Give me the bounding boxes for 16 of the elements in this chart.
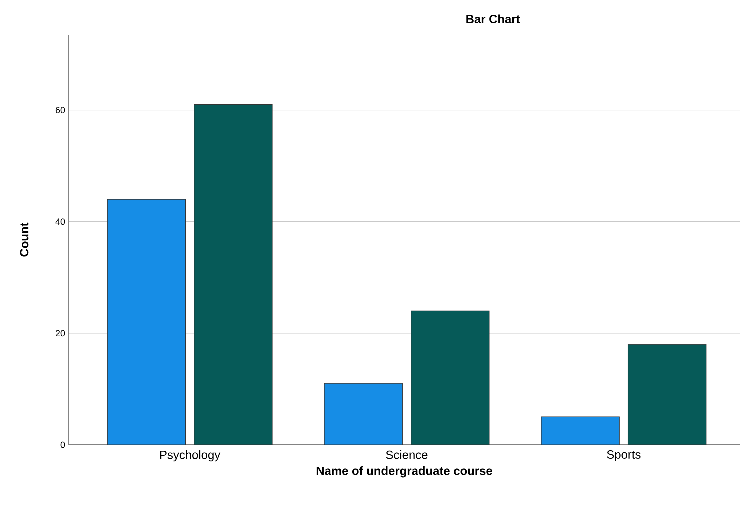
x-tick-label: Sports bbox=[607, 450, 641, 462]
chart-title: Bar Chart bbox=[466, 14, 520, 24]
x-tick-label: Psychology bbox=[160, 450, 221, 462]
x-axis-title: Name of undergraduate course bbox=[316, 466, 492, 478]
y-tick-label: 60 bbox=[56, 107, 66, 114]
y-tick-label: 20 bbox=[56, 330, 66, 337]
y-tick-label: 0 bbox=[60, 442, 66, 448]
bar bbox=[541, 416, 620, 446]
bar bbox=[411, 310, 490, 446]
y-tick-label: 40 bbox=[56, 218, 66, 226]
bar bbox=[194, 104, 273, 446]
bar bbox=[324, 383, 403, 446]
y-axis-title: Count bbox=[20, 222, 29, 257]
x-tick-label: Science bbox=[386, 450, 428, 460]
bar bbox=[107, 199, 186, 446]
bar bbox=[628, 344, 707, 446]
